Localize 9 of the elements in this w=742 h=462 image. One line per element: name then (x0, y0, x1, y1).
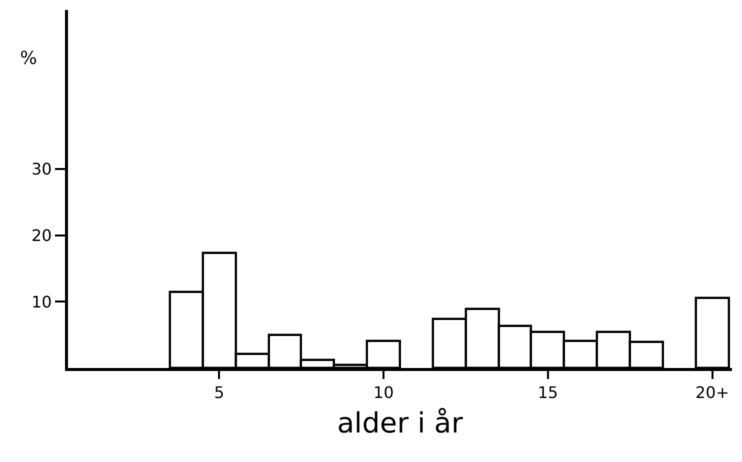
x-tick-label: 20+ (695, 383, 730, 402)
x-tick-label: 15 (538, 383, 558, 402)
y-tick-label: 20 (31, 226, 52, 246)
y-tick-label: 10 (31, 292, 52, 312)
x-axis-title: alder i år (337, 406, 464, 440)
y-axis-title: % (20, 48, 38, 69)
y-tick-label: 30 (31, 160, 52, 179)
x-tick-label: 10 (373, 383, 394, 402)
x-tick-label: 5 (214, 383, 224, 402)
